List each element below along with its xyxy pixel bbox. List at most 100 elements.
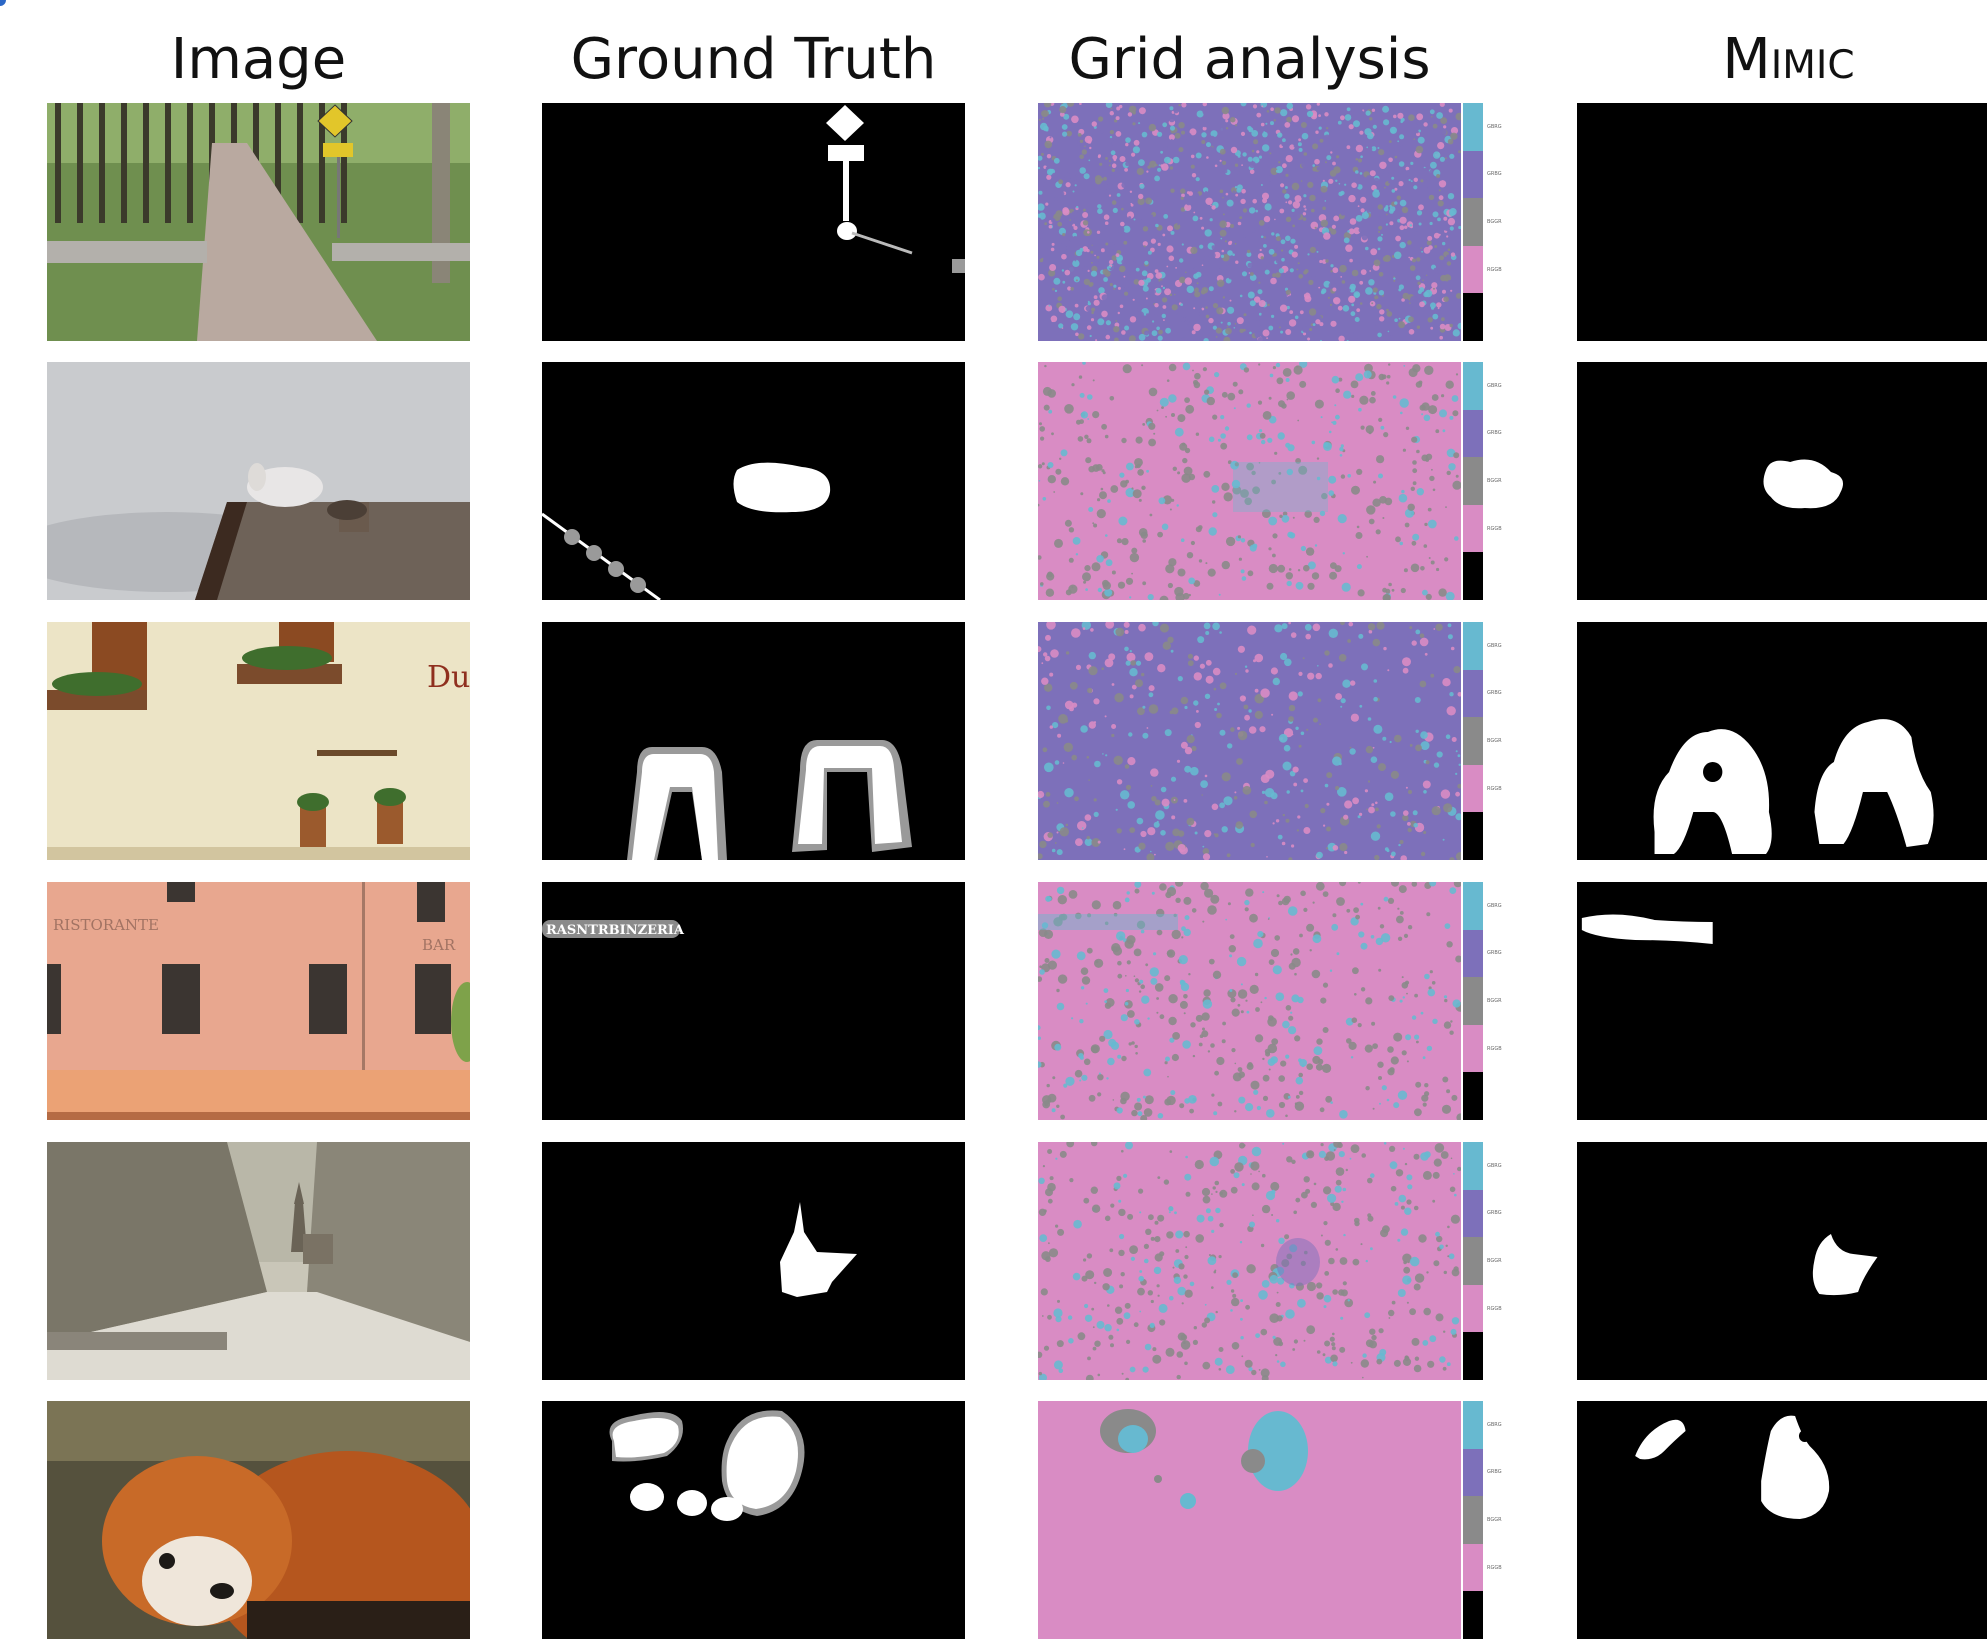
input-photo: RISTORANTE BAR	[47, 882, 470, 1120]
legend-swatch	[1463, 812, 1483, 861]
mimic-prediction-mask	[1577, 622, 1987, 860]
legend-swatch	[1463, 764, 1483, 813]
mimic-prediction-mask	[1577, 1142, 1987, 1380]
mimic-mask-graphic	[1577, 362, 1987, 600]
legend-swatch	[1463, 882, 1483, 931]
legend-swatch	[1463, 1072, 1483, 1121]
mimic-prediction-mask	[1577, 882, 1987, 1120]
legend-swatch	[1463, 669, 1483, 718]
legend-swatch	[1463, 1543, 1483, 1592]
mimic-prediction-mask	[1577, 362, 1987, 600]
mimic-mask-graphic	[1577, 103, 1987, 341]
svg-text:Du: Du	[427, 660, 470, 695]
grid-analysis-graphic	[1038, 103, 1461, 341]
legend-swatch	[1463, 1024, 1483, 1073]
legend-label: RGGB	[1487, 525, 1502, 532]
mimic-mask-graphic	[1577, 622, 1987, 860]
legend-label: GBRG	[1487, 382, 1502, 389]
legend-label: GBRG	[1487, 642, 1502, 649]
grid-analysis-graphic	[1038, 1142, 1461, 1380]
grid-analysis-graphic	[1038, 882, 1461, 1120]
grid-analysis-map	[1038, 1401, 1461, 1639]
legend-label: RGGB	[1487, 1305, 1502, 1312]
legend-swatch	[1463, 1237, 1483, 1286]
legend-swatch	[1463, 245, 1483, 294]
grid-analysis-graphic	[1038, 362, 1461, 600]
grid-analysis-map	[1038, 362, 1461, 600]
grid-analysis-graphic	[1038, 622, 1461, 860]
legend-label: BGGR	[1487, 478, 1502, 484]
svg-text:RISTORANTE: RISTORANTE	[53, 916, 159, 934]
legend-label: GRBG	[1487, 1210, 1502, 1217]
legend-swatch	[1463, 622, 1483, 671]
legend-swatch	[1463, 1496, 1483, 1545]
legend-label: GBRG	[1487, 1162, 1502, 1169]
cfa-pattern-legend: GBRG GRBG BGGR RGGB	[1463, 362, 1502, 601]
legend-label: RGGB	[1487, 785, 1502, 792]
legend-label: GRBG	[1487, 171, 1502, 178]
legend-label: BGGR	[1487, 738, 1502, 744]
input-image	[47, 103, 470, 341]
legend-swatch	[1463, 717, 1483, 766]
ground-truth-mask	[542, 1401, 965, 1639]
ground-truth-mask-graphic	[542, 622, 965, 860]
legend-swatch	[1463, 457, 1483, 506]
grid-analysis-graphic	[1038, 1401, 1461, 1639]
ground-truth-mask	[542, 103, 965, 341]
legend-label: BGGR	[1487, 998, 1502, 1004]
input-photo	[47, 362, 470, 600]
legend-swatch	[1463, 362, 1483, 411]
legend-swatch	[1463, 504, 1483, 553]
legend-swatch	[1463, 1332, 1483, 1381]
ground-truth-mask-graphic	[542, 1401, 965, 1639]
input-image: Du	[47, 622, 470, 860]
legend-swatch	[1463, 1142, 1483, 1191]
input-photo	[47, 103, 470, 341]
legend-swatch	[1463, 150, 1483, 199]
legend-label: GBRG	[1487, 902, 1502, 909]
ground-truth-mask	[542, 622, 965, 860]
cfa-pattern-legend: GBRG GRBG BGGR RGGB	[1463, 1142, 1502, 1381]
legend-swatch	[1463, 198, 1483, 247]
column-header-image: Image	[170, 27, 347, 92]
legend-swatch	[1463, 1448, 1483, 1497]
ground-truth-mask-graphic	[542, 1142, 965, 1380]
column-header-grid-analysis: Grid analysis	[1068, 27, 1431, 92]
legend-label: BGGR	[1487, 1258, 1502, 1264]
legend-label: GRBG	[1487, 1469, 1502, 1476]
cfa-pattern-legend: GBRG GRBG BGGR RGGB	[1463, 103, 1502, 342]
input-image	[47, 1142, 470, 1380]
column-header-mimic: Mimic	[1722, 27, 1855, 92]
mimic-mask-graphic	[1577, 882, 1987, 1120]
cfa-pattern-legend: GBRG GRBG BGGR RGGB	[1463, 882, 1502, 1121]
ground-truth-mask-graphic: RASNTRBINZERIA	[542, 882, 965, 1120]
ground-truth-mask-graphic	[542, 362, 965, 600]
grid-analysis-map	[1038, 622, 1461, 860]
legend-label: GRBG	[1487, 950, 1502, 957]
legend-swatch	[1463, 1591, 1483, 1639]
mimic-prediction-mask	[1577, 103, 1987, 341]
legend-swatch	[1463, 1284, 1483, 1333]
grid-analysis-map	[1038, 103, 1461, 341]
legend-swatch	[1463, 293, 1483, 342]
ground-truth-mask	[542, 1142, 965, 1380]
legend-label: GRBG	[1487, 690, 1502, 697]
legend-label: RGGB	[1487, 1564, 1502, 1571]
legend-swatch	[1463, 103, 1483, 152]
legend-label: BGGR	[1487, 219, 1502, 225]
legend-swatch	[1463, 409, 1483, 458]
legend-label: GRBG	[1487, 430, 1502, 437]
legend-label: GBRG	[1487, 1421, 1502, 1428]
input-image: RISTORANTE BAR	[47, 882, 470, 1120]
legend-swatch	[1463, 977, 1483, 1026]
legend-swatch	[1463, 1189, 1483, 1238]
grid-analysis-map	[1038, 882, 1461, 1120]
legend-swatch	[1463, 929, 1483, 978]
input-image	[47, 362, 470, 600]
corner-mark	[0, 0, 6, 6]
mimic-mask-graphic	[1577, 1142, 1987, 1380]
input-image	[47, 1401, 470, 1639]
ground-truth-mask	[542, 362, 965, 600]
input-photo	[47, 1142, 470, 1380]
input-photo	[47, 1401, 470, 1639]
